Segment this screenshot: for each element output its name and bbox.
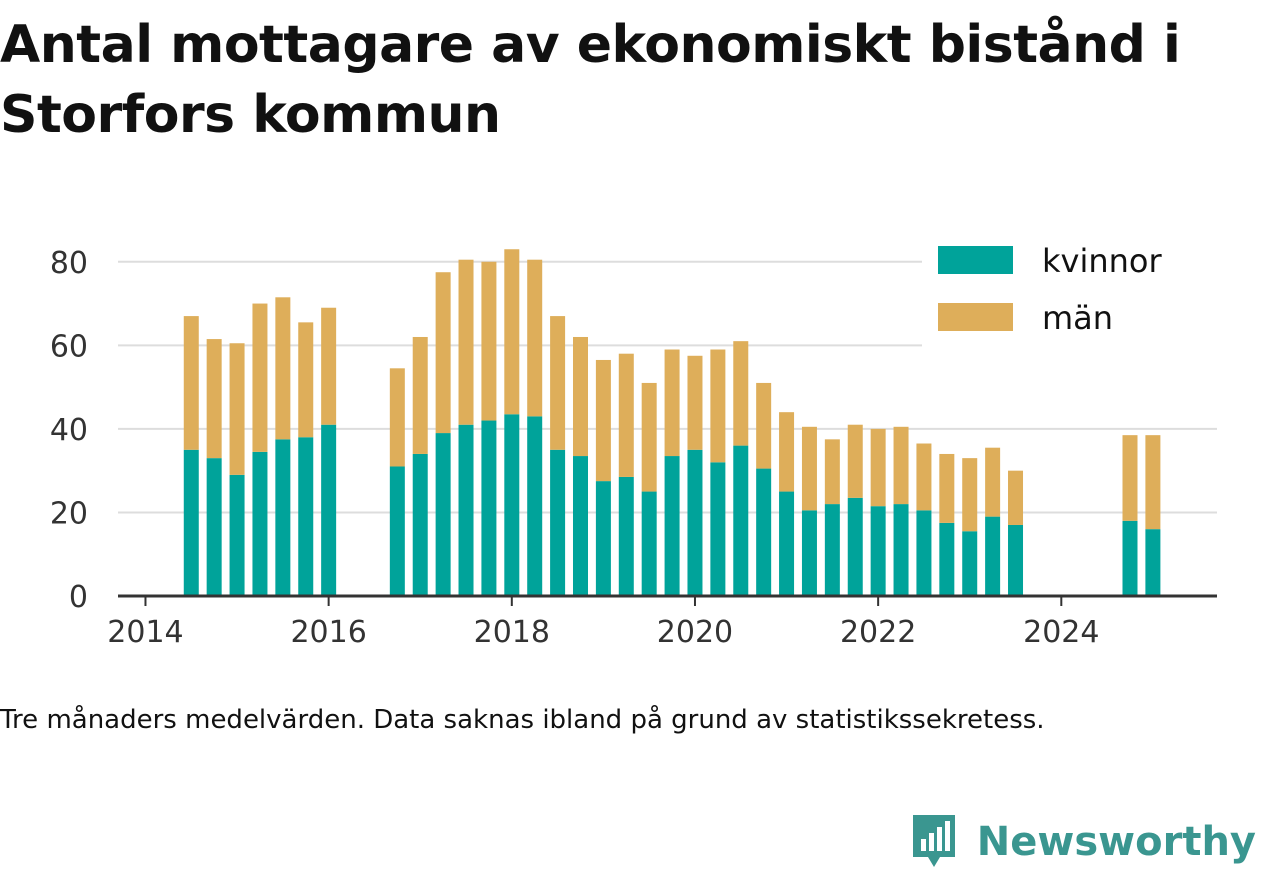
bar-man — [504, 249, 520, 415]
bar-man — [481, 261, 497, 421]
bar-kvinnor — [1008, 524, 1024, 596]
y-tick-label: 0 — [69, 580, 88, 615]
bar-kvinnor — [916, 510, 932, 596]
bar-kvinnor — [229, 474, 245, 596]
newsworthy-logo-icon — [912, 815, 955, 867]
bar-kvinnor — [1122, 520, 1138, 596]
bar-kvinnor — [939, 522, 955, 596]
bar-kvinnor — [779, 491, 795, 596]
x-tick-label: 2014 — [107, 615, 183, 650]
bar-kvinnor — [572, 456, 588, 596]
newsworthy-logo: Newsworthy — [909, 811, 1256, 873]
bar-kvinnor — [527, 416, 543, 596]
bar-kvinnor — [687, 449, 703, 596]
bar-man — [962, 458, 978, 532]
bar-kvinnor — [641, 491, 657, 596]
bar-man — [206, 339, 222, 459]
footnote: Tre månaders medelvärden. Data saknas ib… — [0, 705, 1045, 735]
x-tick-label: 2022 — [840, 615, 916, 650]
bar-man — [779, 412, 795, 492]
bar-man — [687, 355, 703, 450]
bar-man — [252, 303, 268, 452]
bar-kvinnor — [481, 420, 497, 596]
chart-title: Antal mottagare av ekonomiskt bistånd i … — [0, 15, 1181, 145]
bar-kvinnor — [962, 531, 978, 596]
bar-kvinnor — [985, 516, 1001, 596]
bar-man — [458, 259, 474, 425]
legend-label: män — [1042, 299, 1113, 337]
bar-kvinnor — [733, 445, 749, 596]
bar-kvinnor — [595, 481, 611, 596]
bar-man — [527, 259, 543, 417]
bar-man — [595, 359, 611, 482]
stacked-bar-chart: 2014 2016 2018 2020 2022 2024 0 20 40 60 80 kvinn… — [50, 238, 1222, 650]
bar-kvinnor — [206, 458, 222, 596]
legend: kvinnor män — [922, 238, 1222, 356]
bar-man — [641, 382, 657, 492]
bar-man — [733, 341, 749, 446]
bar-kvinnor — [756, 468, 772, 596]
bar-man — [550, 316, 566, 450]
bar-man — [229, 343, 245, 475]
bar-kvinnor — [801, 510, 817, 596]
bar-man — [435, 272, 451, 434]
bar-man — [664, 349, 680, 457]
legend-swatch — [938, 246, 1013, 274]
bars — [183, 249, 1161, 596]
bar-man — [985, 447, 1001, 517]
y-tick-label: 80 — [50, 246, 88, 281]
bar-man — [893, 426, 909, 505]
bar-man — [1008, 470, 1024, 525]
bar-kvinnor — [321, 424, 337, 596]
bar-kvinnor — [458, 424, 474, 596]
bar-kvinnor — [389, 466, 405, 596]
x-tick-label: 2016 — [290, 615, 366, 650]
brand-name: Newsworthy — [976, 819, 1256, 865]
bar-kvinnor — [664, 456, 680, 596]
bar-kvinnor — [275, 439, 291, 596]
bar-man — [847, 424, 863, 498]
y-tick-label: 40 — [50, 413, 88, 448]
bar-kvinnor — [412, 453, 428, 596]
bar-kvinnor — [824, 504, 840, 596]
x-tick-label: 2018 — [474, 615, 550, 650]
x-tick-label: 2024 — [1023, 615, 1099, 650]
bar-kvinnor — [435, 433, 451, 596]
bar-man — [1145, 435, 1161, 530]
y-axis: 0 20 40 60 80 — [50, 246, 88, 615]
y-tick-label: 20 — [50, 496, 88, 531]
bar-man — [801, 426, 817, 511]
bar-kvinnor — [550, 449, 566, 596]
bar-man — [824, 439, 840, 505]
bar-man — [939, 453, 955, 523]
bar-kvinnor — [618, 476, 634, 596]
bar-kvinnor — [1145, 529, 1161, 596]
bar-man — [710, 349, 726, 463]
bar-kvinnor — [710, 462, 726, 596]
legend-swatch — [938, 303, 1013, 331]
bar-man — [321, 307, 337, 425]
legend-label: kvinnor — [1042, 242, 1163, 280]
bar-man — [572, 336, 588, 457]
bar-man — [412, 336, 428, 454]
bar-man — [756, 382, 772, 469]
bar-man — [298, 322, 314, 438]
bar-man — [916, 443, 932, 511]
bar-man — [389, 368, 405, 467]
y-tick-label: 60 — [50, 329, 88, 364]
bar-man — [618, 353, 634, 477]
bar-kvinnor — [870, 506, 886, 596]
bar-kvinnor — [893, 504, 909, 596]
bar-kvinnor — [183, 449, 199, 596]
bar-kvinnor — [298, 437, 314, 596]
bar-kvinnor — [847, 497, 863, 596]
bar-man — [275, 297, 291, 440]
bar-kvinnor — [252, 451, 268, 596]
bar-man — [1122, 435, 1138, 521]
bar-kvinnor — [504, 414, 520, 596]
bar-man — [183, 316, 199, 450]
bar-man — [870, 428, 886, 507]
x-axis: 2014 2016 2018 2020 2022 2024 — [107, 594, 1217, 650]
x-tick-label: 2020 — [657, 615, 733, 650]
